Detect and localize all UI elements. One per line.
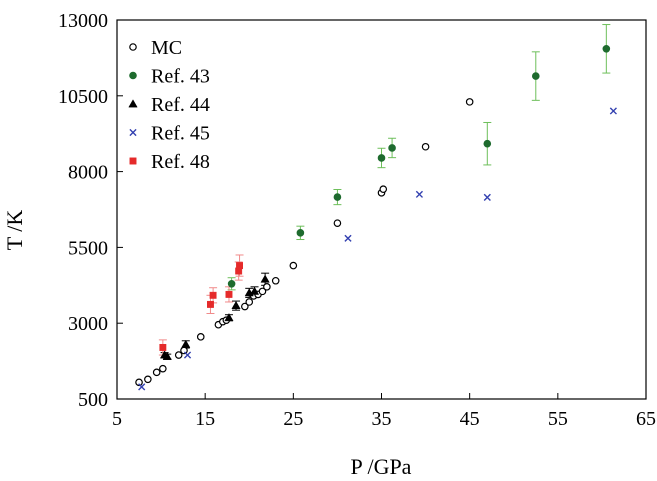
data-point-mc (196, 333, 205, 341)
data-point-mc (159, 364, 167, 373)
y-tick-label: 10500 (58, 86, 108, 108)
data-point-mc (245, 298, 254, 306)
legend-marker-ref-44 (128, 99, 138, 108)
y-tick-label: 5500 (68, 237, 108, 259)
data-point-ref-48 (159, 344, 167, 351)
data-point-ref-43 (377, 154, 386, 162)
x-axis-title: P /GPa (351, 454, 412, 479)
legend-marker-ref-45 (129, 128, 137, 137)
x-marker-stroke (344, 234, 352, 242)
y-tick-label: 500 (78, 389, 108, 411)
data-point-ref-43 (602, 45, 611, 53)
legend-label-ref-45: Ref. 45 (151, 123, 210, 145)
data-point-ref-43 (531, 72, 540, 80)
data-point-ref-43 (333, 193, 342, 201)
data-point-ref-44 (260, 274, 270, 283)
x-tick-label: 45 (460, 408, 480, 430)
data-point-ref-45 (483, 193, 491, 201)
legend-marker-ref-48 (129, 157, 137, 165)
x-marker-stroke (609, 107, 617, 115)
data-point-ref-48 (225, 290, 233, 298)
y-tick-label: 13000 (58, 10, 108, 32)
x-tick-label: 15 (195, 408, 215, 430)
data-point-mc (174, 351, 183, 359)
data-point-ref-48 (209, 291, 217, 299)
data-point-ref-45 (138, 383, 146, 391)
y-tick-label: 3000 (68, 313, 108, 335)
x-marker-stroke (129, 128, 137, 137)
data-point-ref-45 (415, 190, 424, 198)
data-point-ref-44 (224, 313, 234, 322)
data-point-mc (379, 185, 388, 193)
x-tick-label: 55 (548, 408, 568, 430)
x-marker-stroke (415, 190, 424, 198)
x-tick-label: 65 (636, 408, 656, 430)
data-point-mc (180, 346, 188, 355)
data-point-mc (152, 368, 161, 377)
data-point-mc (465, 98, 474, 106)
legend-label-ref-44: Ref. 44 (151, 94, 210, 116)
data-point-mc (421, 142, 430, 151)
data-point-ref-45 (344, 234, 352, 242)
legend-marker-ref-43 (129, 71, 137, 80)
data-point-ref-43 (388, 144, 396, 152)
data-point-ref-44 (181, 339, 191, 348)
data-point-ref-44 (249, 286, 260, 295)
x-marker-stroke (183, 351, 192, 359)
x-tick-label: 5 (112, 408, 122, 430)
x-tick-label: 25 (283, 408, 303, 430)
x-tick-label: 35 (372, 408, 392, 430)
data-point-ref-48 (207, 300, 214, 308)
data-point-ref-43 (296, 229, 305, 237)
legend-marker-mc (129, 43, 137, 51)
data-point-mc (271, 276, 280, 285)
y-axis-title: T /K (2, 210, 27, 251)
data-point-ref-45 (609, 107, 617, 115)
data-point-ref-43 (227, 279, 236, 288)
data-point-ref-45 (183, 351, 192, 359)
x-marker-stroke (483, 193, 491, 201)
data-point-mc (333, 219, 342, 227)
data-point-mc (144, 375, 152, 384)
data-point-ref-44 (162, 351, 172, 360)
data-point-mc (258, 287, 267, 296)
data-point-mc (289, 261, 298, 270)
y-tick-label: 8000 (68, 162, 108, 184)
data-point-ref-43 (483, 139, 492, 148)
data-point-mc (135, 378, 143, 387)
data-point-mc (263, 283, 271, 291)
legend-label-ref-43: Ref. 43 (151, 66, 210, 88)
legend-label-ref-48: Ref. 48 (151, 151, 210, 173)
data-point-ref-48 (236, 262, 244, 270)
x-marker-stroke (138, 383, 146, 391)
data-point-ref-44 (231, 300, 241, 310)
legend-label-mc: MC (151, 37, 182, 59)
data-point-mc (241, 302, 249, 311)
